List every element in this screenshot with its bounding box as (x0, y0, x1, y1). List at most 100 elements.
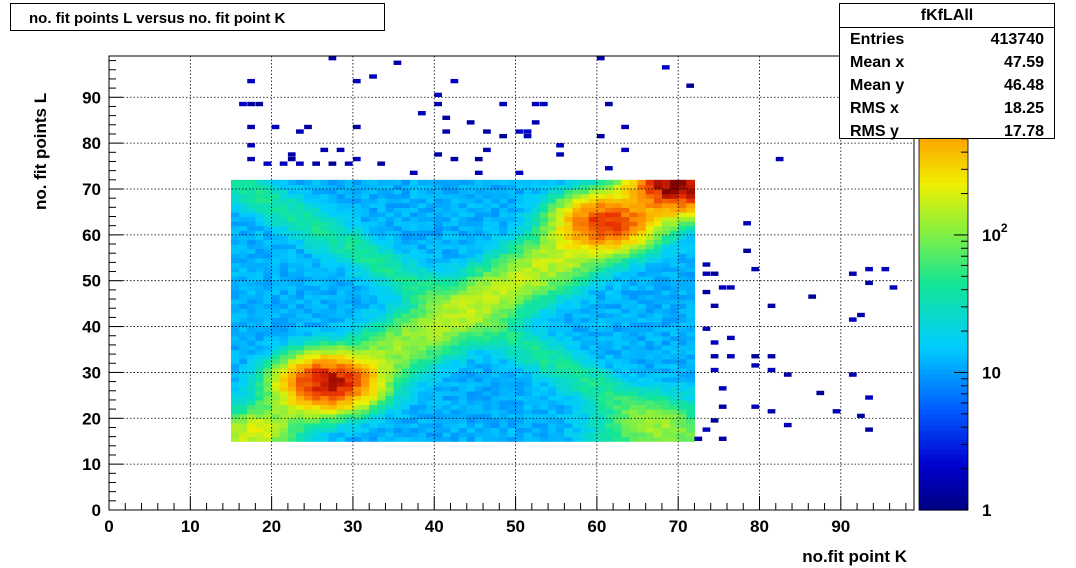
heatmap-cell (417, 266, 427, 273)
heatmap-cell (287, 262, 297, 268)
heatmap-cell (255, 335, 265, 341)
heatmap-cell (515, 432, 525, 438)
heatmap-cell (645, 340, 655, 346)
heatmap-cell (556, 253, 565, 259)
heatmap-cell (271, 386, 281, 392)
heatmap-cell (393, 354, 403, 360)
heatmap-cell (572, 289, 582, 296)
heatmap-cell (263, 188, 273, 195)
heatmap-cell (369, 216, 378, 222)
heatmap-cell (645, 367, 655, 374)
heatmap-cell (450, 381, 460, 387)
heatmap-cell (255, 207, 265, 213)
heatmap-cell (572, 326, 582, 332)
heatmap-cell (450, 436, 460, 442)
stats-row-rms-x: RMS x 18.25 (850, 97, 1044, 120)
heatmap-cell (653, 354, 663, 360)
heatmap-cell (686, 436, 696, 442)
heatmap-cell (304, 308, 313, 314)
heatmap-cell (393, 179, 403, 186)
heatmap-cell (629, 253, 639, 259)
heatmap-cell (515, 344, 525, 351)
heatmap-cell (491, 285, 500, 291)
heatmap-cell (296, 422, 305, 429)
heatmap-cell (523, 244, 533, 250)
colorbar-segment (919, 212, 968, 219)
heatmap-cell (466, 225, 476, 231)
heatmap-cell (328, 308, 338, 314)
sparse-cell (718, 386, 727, 391)
sparse-cell (857, 413, 865, 419)
sparse-cell (848, 271, 857, 276)
heatmap-cell (548, 289, 557, 296)
heatmap-cell (678, 289, 687, 296)
heatmap-cell (450, 303, 460, 309)
heatmap-cell (613, 299, 622, 305)
heatmap-cell (279, 404, 289, 410)
heatmap-cell (263, 289, 273, 296)
heatmap-cell (352, 211, 362, 218)
heatmap-cell (483, 276, 492, 282)
heatmap-cell (336, 244, 346, 250)
heatmap-cell (491, 377, 500, 383)
heatmap-cell (539, 257, 549, 263)
heatmap-cell (531, 427, 541, 433)
heatmap-cell (239, 271, 248, 277)
heatmap-cell (474, 198, 484, 204)
heatmap-cell (621, 372, 630, 378)
heatmap-cell (466, 432, 476, 438)
heatmap-cell (596, 344, 606, 351)
heatmap-cell (556, 207, 565, 213)
heatmap-cell (466, 372, 476, 378)
heatmap-cell (263, 179, 273, 186)
heatmap-cell (588, 354, 598, 360)
heatmap-cell (458, 321, 468, 328)
heatmap-cell (239, 363, 248, 369)
heatmap-cell (426, 276, 435, 282)
heatmap-cell (572, 390, 582, 396)
heatmap-cell (474, 390, 484, 396)
heatmap-cell (263, 335, 273, 341)
heatmap-cell (613, 377, 622, 383)
stats-label: Mean x (850, 54, 905, 71)
heatmap-cell (515, 399, 525, 406)
heatmap-cell (409, 404, 419, 410)
heatmap-cell (279, 244, 289, 250)
heatmap-cell (629, 317, 639, 323)
heatmap-cell (377, 409, 387, 415)
heatmap-cell (588, 271, 598, 277)
heatmap-cell (352, 354, 362, 360)
heatmap-cell (507, 244, 517, 250)
colorbar-segment (919, 424, 968, 430)
heatmap-cell (296, 285, 305, 291)
heatmap-cell (296, 225, 305, 231)
heatmap-cell (458, 299, 468, 305)
heatmap-cell (637, 363, 647, 369)
heatmap-cell (409, 262, 419, 268)
heatmap-cell (605, 244, 614, 250)
heatmap-cell (442, 427, 452, 433)
heatmap-cell (474, 331, 484, 337)
colorbar-segment (919, 202, 968, 208)
heatmap-cell (466, 367, 476, 374)
heatmap-cell (661, 386, 671, 392)
heatmap-cell (474, 409, 484, 415)
heatmap-cell (271, 404, 281, 410)
heatmap-cell (320, 221, 330, 227)
heatmap-cell (312, 276, 322, 282)
heatmap-cell (686, 358, 696, 364)
heatmap-cell (507, 422, 517, 429)
heatmap-cell (515, 409, 525, 415)
heatmap-cell (320, 386, 330, 392)
heatmap-cell (678, 354, 687, 360)
heatmap-cell (369, 409, 378, 415)
heatmap-cell (686, 381, 696, 387)
heatmap-cell (434, 299, 443, 305)
heatmap-cell (580, 266, 590, 273)
heatmap-cell (474, 184, 484, 190)
heatmap-cell (239, 367, 248, 374)
heatmap-cell (385, 280, 395, 286)
heatmap-cell (491, 276, 500, 282)
heatmap-cell (678, 271, 687, 277)
